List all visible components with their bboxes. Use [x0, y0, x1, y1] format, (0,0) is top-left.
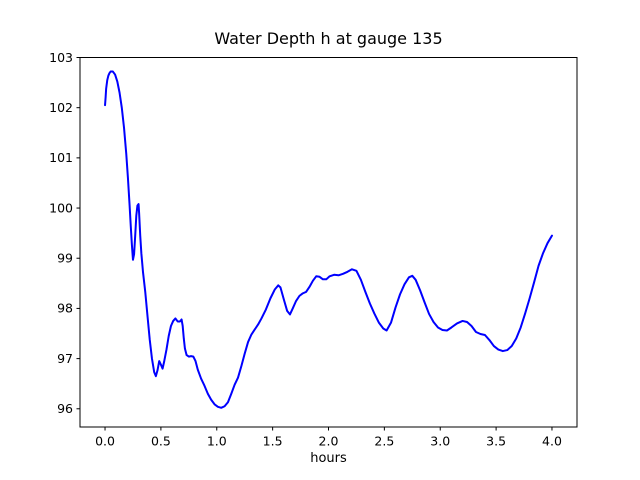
- x-tick-label: 0.5: [151, 434, 171, 449]
- x-axis-label: hours: [310, 451, 347, 466]
- x-tick-label: 1.0: [207, 434, 227, 449]
- y-tick-label: 100: [49, 200, 73, 215]
- y-tick-label: 97: [57, 351, 73, 366]
- x-tick-label: 3.0: [430, 434, 450, 449]
- y-tick-label: 99: [57, 251, 73, 266]
- x-tick-label: 4.0: [542, 434, 562, 449]
- y-tick-label: 101: [49, 150, 73, 165]
- y-tick-label: 103: [49, 50, 73, 65]
- y-tick-label: 102: [49, 100, 73, 115]
- water-depth-line: [104, 70, 553, 409]
- x-tick-label: 0.0: [95, 434, 115, 449]
- y-tick-label: 98: [57, 301, 73, 316]
- chart-title: Water Depth h at gauge 135: [214, 29, 443, 48]
- x-tick-label: 1.5: [263, 434, 283, 449]
- plot-border: [79, 57, 578, 428]
- x-tick-label: 2.5: [374, 434, 394, 449]
- y-tick-label: 96: [57, 401, 73, 416]
- x-tick-label: 3.5: [486, 434, 506, 449]
- x-tick-label: 2.0: [319, 434, 339, 449]
